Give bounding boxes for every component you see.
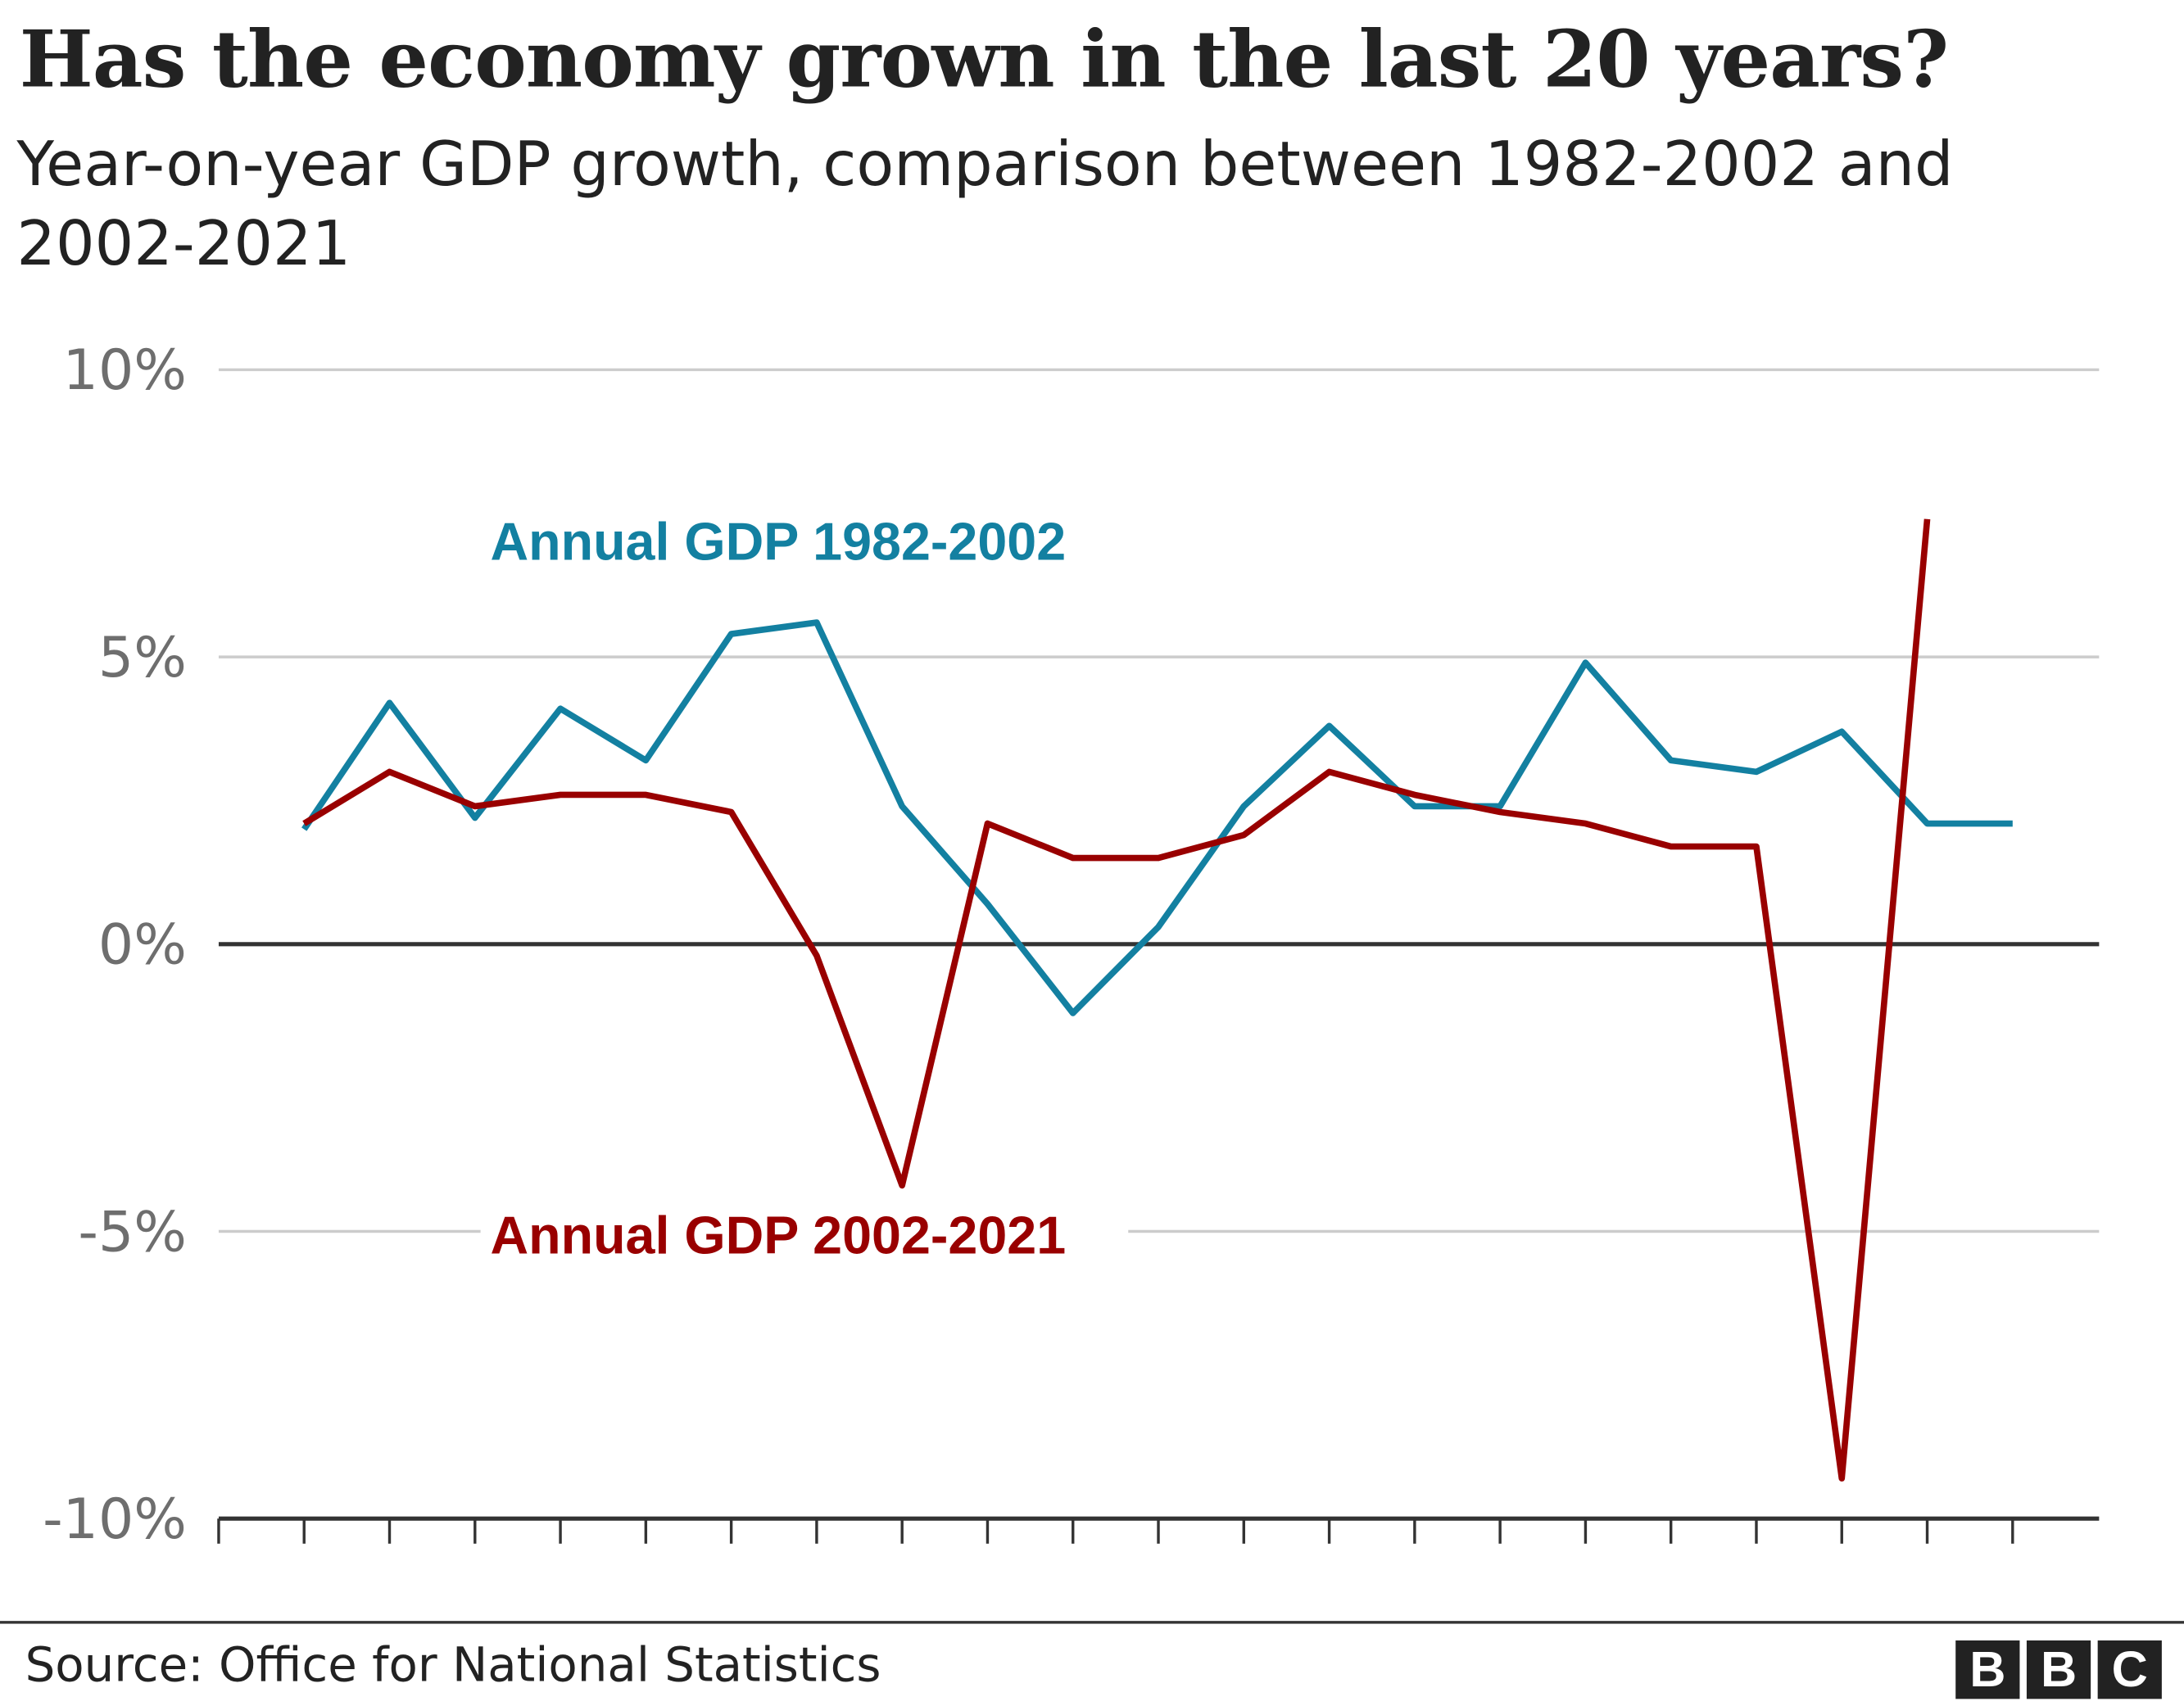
chart-title: Has the economy grown in the last 20 yea… xyxy=(19,14,1949,106)
y-tick-label: 5% xyxy=(98,626,187,690)
logo-letter: B xyxy=(2026,1640,2091,1699)
series-line xyxy=(301,619,2013,1016)
y-tick-label: 10% xyxy=(63,338,187,403)
logo-letter: B xyxy=(1955,1640,2020,1699)
series-label: Annual GDP 1982-2002 xyxy=(491,513,1067,572)
y-tick-label: -5% xyxy=(78,1200,186,1265)
source-note: Source: Office for National Statistics xyxy=(25,1637,881,1694)
y-tick-label: 0% xyxy=(98,913,187,978)
bbc-logo: B B C xyxy=(1955,1640,2162,1699)
y-tick-label: -10% xyxy=(43,1487,187,1552)
footer-divider xyxy=(0,1621,2184,1624)
logo-letter: C xyxy=(2097,1640,2162,1699)
chart-subtitle: Year-on-year GDP growth, comparison betw… xyxy=(16,129,1954,280)
series-label: Annual GDP 2002-2021 xyxy=(491,1206,1067,1265)
series-line xyxy=(302,518,1931,1482)
